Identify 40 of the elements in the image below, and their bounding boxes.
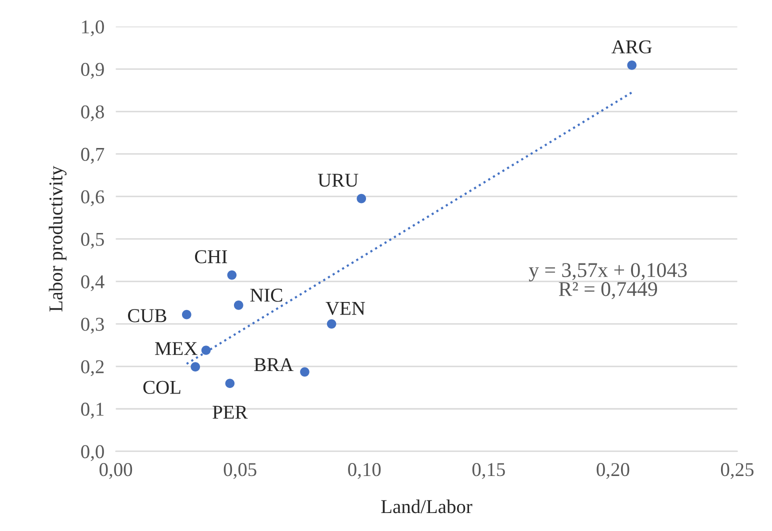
annotation: CHI: [195, 250, 228, 264]
y-tick-label: 0,5: [81, 232, 104, 249]
annotation: ARG: [612, 40, 652, 54]
point: [227, 270, 237, 280]
y-tick-label: 0,2: [81, 360, 104, 376]
point: [190, 362, 200, 372]
annotation: VEN: [326, 302, 365, 315]
annotation: CUB: [128, 309, 166, 322]
annotation: BRA: [254, 358, 294, 372]
x-tick-label: 0,00: [100, 463, 132, 479]
annotation: y = 3,57x + 0,1043 R² = 0,7449: [528, 263, 687, 300]
y-tick-label: 0,3: [81, 318, 104, 334]
y-tick-label: 0,8: [81, 105, 104, 122]
y-tick-label: 0,4: [81, 275, 104, 292]
x-tick-label: 0,15: [472, 463, 505, 479]
point: [627, 60, 637, 70]
annotation: MEX: [155, 342, 198, 355]
y-tick-label: 0,6: [81, 190, 104, 206]
point: [234, 300, 244, 310]
point: [326, 319, 336, 329]
y-tick-label: 0,9: [81, 62, 104, 79]
point: [356, 194, 366, 204]
x-tick-label: 0,20: [596, 463, 630, 479]
point: [300, 367, 310, 377]
point: [201, 346, 211, 355]
point: [225, 378, 235, 388]
x-tick-label: 0,25: [720, 463, 754, 479]
x-tick-label: 0,10: [348, 463, 381, 479]
y-axis-title: Labor productivity: [48, 166, 66, 312]
x-axis-title: Land/Labor: [381, 500, 472, 514]
y-tick-label: 0,1: [81, 402, 104, 419]
x-tick-label: 0,05: [224, 463, 256, 479]
y-tick-label: 0,7: [81, 148, 104, 164]
point: [182, 310, 192, 320]
y-tick-label: 1,0: [82, 20, 104, 36]
annotation: URU: [318, 174, 358, 187]
y-tick-label: 0,0: [81, 445, 104, 462]
annotation: PER: [212, 406, 248, 419]
annotation: COL: [143, 380, 180, 394]
annotation: NIC: [250, 288, 282, 302]
